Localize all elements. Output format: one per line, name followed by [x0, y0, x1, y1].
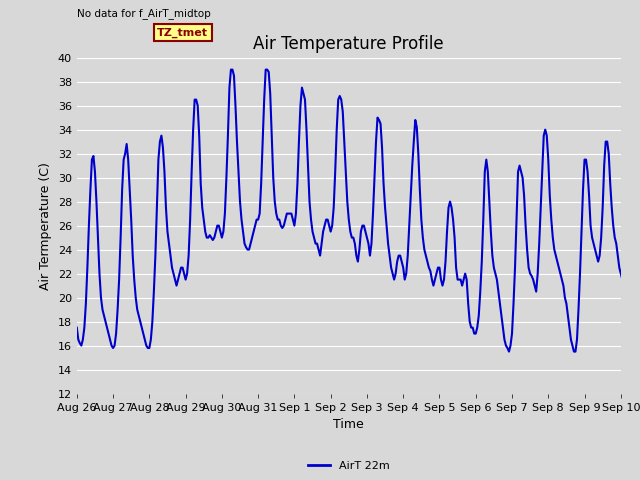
- Text: No data for f_AirT_midtop: No data for f_AirT_midtop: [77, 8, 211, 19]
- Legend: AirT 22m: AirT 22m: [303, 456, 394, 475]
- Text: TZ_tmet: TZ_tmet: [157, 27, 209, 37]
- Y-axis label: Air Termperature (C): Air Termperature (C): [39, 162, 52, 289]
- X-axis label: Time: Time: [333, 418, 364, 431]
- Title: Air Temperature Profile: Air Temperature Profile: [253, 35, 444, 53]
